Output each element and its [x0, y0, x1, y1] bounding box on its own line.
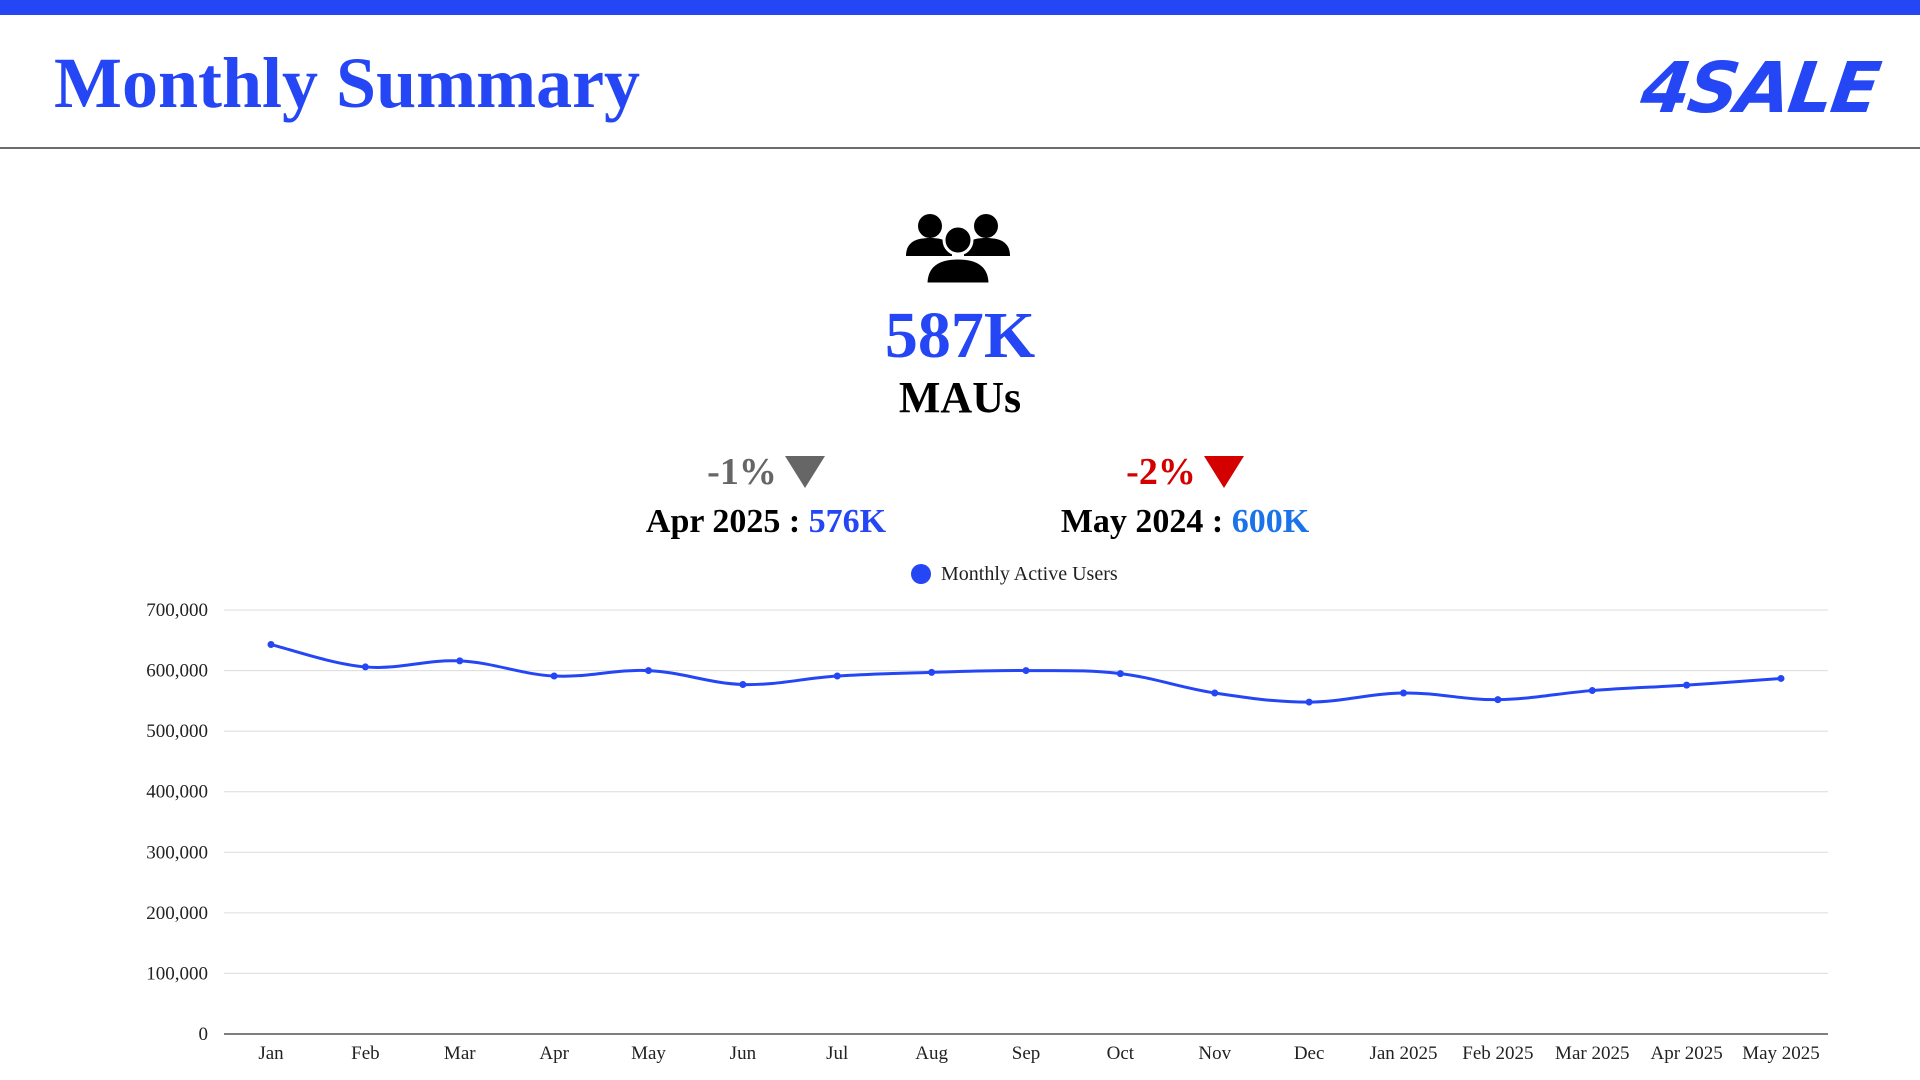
x-tick-label: Jul	[826, 1043, 848, 1064]
users-group-icon	[906, 214, 1010, 284]
x-tick-label: Aug	[915, 1043, 948, 1064]
y-tick-label: 400,000	[146, 782, 208, 803]
data-point	[1494, 696, 1502, 704]
data-point	[1305, 698, 1313, 706]
x-tick-label: Oct	[1107, 1043, 1135, 1064]
legend-marker	[911, 564, 931, 584]
x-tick-label: Jan 2025	[1369, 1043, 1437, 1064]
previous-year-reference: May 2024 : 600K	[1000, 500, 1370, 544]
y-tick-label: 700,000	[146, 600, 208, 621]
x-tick-label: May	[631, 1043, 666, 1064]
x-tick-label: May 2025	[1742, 1043, 1820, 1064]
x-tick-label: Feb 2025	[1462, 1043, 1533, 1064]
previous-year-period: May 2024 :	[1060, 503, 1232, 540]
y-tick-label: 0	[199, 1024, 209, 1045]
previous-year-comparison: -2% May 2024 : 600K	[1000, 448, 1370, 544]
previous-month-reference: Apr 2025 : 576K	[556, 500, 976, 544]
x-tick-label: Feb	[351, 1043, 380, 1064]
data-point	[1588, 687, 1596, 695]
data-point	[1022, 667, 1030, 675]
down-triangle-icon	[1203, 456, 1244, 489]
mau-label: MAUs	[898, 373, 1022, 422]
x-tick-label: Jan	[258, 1043, 284, 1064]
page-title: Monthly Summary	[54, 43, 641, 123]
top-accent-bar	[0, 0, 1920, 15]
x-tick-label: Jun	[730, 1043, 757, 1064]
mau-line-chart: Monthly Active Users 0 100,000 200,000 300,0…	[0, 550, 1920, 1080]
mau-line-chart-svg: Monthly Active Users 0 100,000 200,000 300,0…	[146, 563, 1828, 1064]
data-point	[1777, 674, 1785, 682]
data-point	[550, 672, 558, 680]
mau-value: 587K	[884, 299, 1036, 372]
previous-month-period: Apr 2025 :	[645, 503, 809, 540]
x-tick-label: Nov	[1198, 1043, 1231, 1064]
x-tick-label: Apr	[539, 1043, 569, 1064]
data-point	[833, 672, 841, 680]
y-tick-label: 600,000	[146, 661, 208, 682]
down-triangle-icon	[784, 456, 825, 489]
x-tick-label: Apr 2025	[1650, 1043, 1722, 1064]
data-point	[267, 641, 275, 649]
previous-year-value: 600K	[1231, 503, 1310, 540]
previous-year-change: -2%	[1000, 448, 1370, 496]
x-tick-label: Mar 2025	[1555, 1043, 1629, 1064]
legend-label: Monthly Active Users	[941, 563, 1118, 585]
data-point	[456, 657, 464, 665]
data-point	[1400, 689, 1407, 697]
brand-logo: 4SALE	[1636, 47, 1884, 129]
x-tick-label: Mar	[444, 1043, 476, 1064]
y-tick-label: 500,000	[146, 721, 208, 742]
previous-month-change: -1%	[556, 448, 976, 496]
x-tick-label: Sep	[1012, 1043, 1041, 1064]
x-tick-label: Dec	[1294, 1043, 1325, 1064]
y-tick-label: 300,000	[146, 842, 208, 863]
header-divider	[0, 147, 1920, 149]
previous-month-comparison: -1% Apr 2025 : 576K	[556, 448, 976, 544]
data-point	[1683, 681, 1691, 689]
chart-legend: Monthly Active Users	[911, 563, 1118, 585]
previous-month-change-pct: -1%	[707, 451, 777, 493]
previous-year-change-pct: -2%	[1126, 451, 1196, 493]
data-point	[739, 681, 747, 689]
y-tick-label: 100,000	[146, 963, 208, 984]
y-tick-label: 200,000	[146, 903, 208, 924]
data-point	[1211, 689, 1219, 697]
data-point	[361, 663, 369, 671]
data-point	[928, 668, 936, 676]
data-point	[1116, 670, 1124, 678]
previous-month-value: 576K	[808, 503, 887, 540]
data-point	[645, 667, 652, 675]
